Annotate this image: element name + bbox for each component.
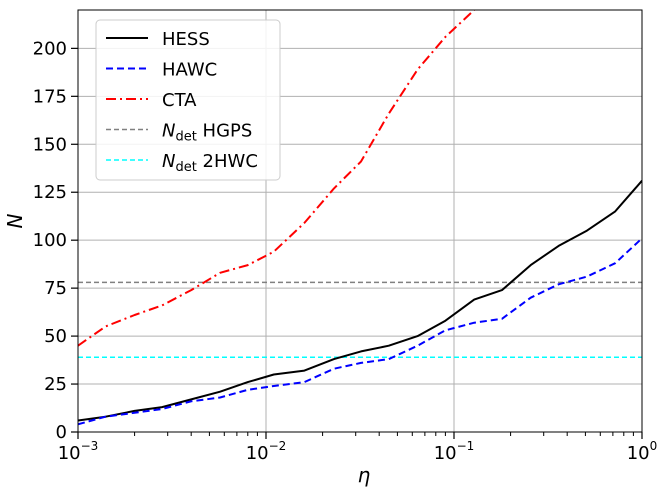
y-tick-label: 100 bbox=[33, 230, 67, 251]
y-axis-ticks: 0 25 50 75 100 125 150 175 200 bbox=[33, 38, 78, 443]
y-tick-label: 125 bbox=[33, 182, 67, 203]
y-tick-label: 50 bbox=[44, 326, 67, 347]
y-tick-label: 25 bbox=[44, 374, 67, 395]
legend-label-hgps: Ndet HGPS bbox=[162, 121, 252, 145]
legend-label-hawc: HAWC bbox=[162, 60, 217, 81]
y-tick-label: 175 bbox=[33, 86, 67, 107]
legend-box bbox=[95, 19, 281, 181]
legend-label-2hwc: Ndet 2HWC bbox=[162, 151, 258, 175]
legend-label-cta: CTA bbox=[162, 90, 197, 111]
grid bbox=[77, 10, 643, 433]
series-line-hess bbox=[78, 180, 642, 422]
legend: HESS HAWC CTA Ndet HGPS Ndet 2HWC bbox=[95, 19, 281, 181]
x-axis-label: η bbox=[358, 463, 371, 487]
x-axis-ticks: 10−3 10−2 10−1 100 bbox=[58, 432, 658, 464]
y-tick-label: 200 bbox=[33, 38, 67, 59]
y-tick-label: 150 bbox=[33, 134, 67, 155]
plot-frame bbox=[77, 9, 643, 433]
x-tick-label: 10−2 bbox=[246, 439, 287, 464]
y-axis-label: N bbox=[3, 213, 27, 228]
x-tick-label: 100 bbox=[627, 439, 658, 464]
series-line-hawc bbox=[78, 237, 642, 426]
reference-lines bbox=[78, 281, 642, 358]
series-lines bbox=[78, 10, 642, 426]
x-tick-label: 10−1 bbox=[434, 439, 475, 464]
legend-label-hess: HESS bbox=[162, 29, 210, 50]
y-tick-label: 0 bbox=[56, 422, 67, 443]
y-tick-label: 75 bbox=[44, 278, 67, 299]
